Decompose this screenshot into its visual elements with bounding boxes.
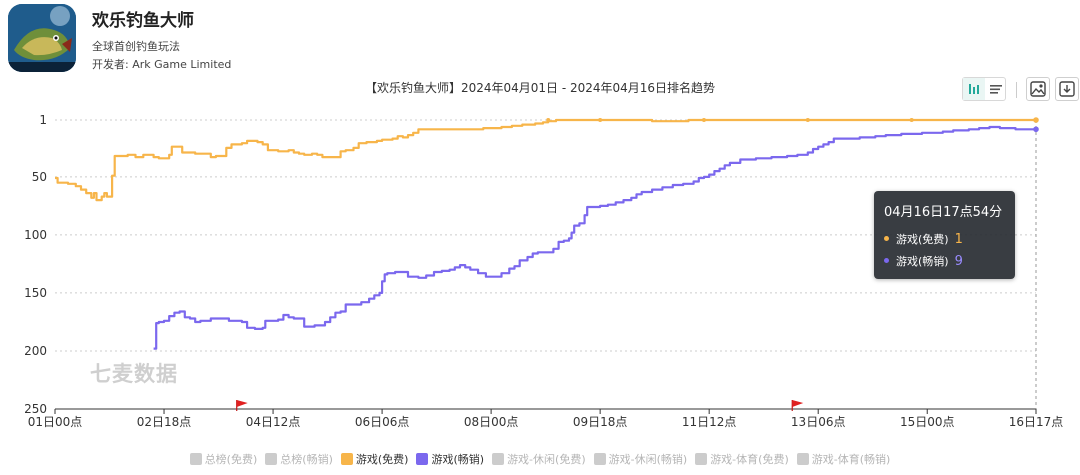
- y-tick-label: 150: [24, 286, 47, 300]
- dot-icon: [884, 236, 889, 241]
- legend-swatch: [492, 453, 505, 465]
- x-tick-label: 06日06点: [355, 415, 410, 429]
- developer-label: 开发者: Ark Game Limited: [92, 58, 232, 71]
- tooltip-label: 游戏(免费): [896, 233, 949, 246]
- legend-swatch: [796, 453, 809, 465]
- tooltip-value: 9: [954, 254, 963, 269]
- data-point: [805, 118, 810, 122]
- x-tick-label: 01日00点: [28, 415, 83, 429]
- x-tick-label: 13日06点: [791, 415, 846, 429]
- app-subtitle: 全球首创钓鱼玩法: [92, 40, 180, 53]
- legend-label: 总榜(免费): [204, 453, 258, 466]
- image-icon[interactable]: [1026, 77, 1050, 101]
- legend-label: 游戏-体育(畅销): [811, 453, 891, 466]
- series-line: [55, 118, 1036, 202]
- y-tick-label: 50: [32, 170, 47, 184]
- data-point: [909, 118, 914, 122]
- legend-item[interactable]: 游戏-体育(畅销): [796, 451, 891, 467]
- y-tick-label: 100: [24, 228, 47, 242]
- legend-swatch: [340, 453, 353, 465]
- bar-chart-icon[interactable]: [963, 78, 985, 100]
- series-end-point: [1033, 126, 1039, 133]
- legend-item[interactable]: 总榜(畅销): [265, 451, 333, 467]
- data-point: [701, 118, 706, 122]
- x-tick-label: 16日17点: [1009, 415, 1064, 429]
- chart-legend: 总榜(免费) 总榜(畅销) 游戏(免费) 游戏(畅销) 游戏-休闲(免费) 游戏-休闲(畅…: [0, 451, 1080, 467]
- x-tick-label: 09日18点: [573, 415, 628, 429]
- series-end-point: [1033, 117, 1039, 123]
- legend-item[interactable]: 游戏(畅销): [416, 451, 484, 467]
- chart-title: 【欢乐钓鱼大师】2024年04月01日 - 2024年04月16日排名趋势: [364, 81, 716, 95]
- x-tick-label: 04日12点: [246, 415, 301, 429]
- tooltip-row-free: 游戏(免费) 1: [884, 229, 1005, 251]
- dot-icon: [884, 258, 889, 263]
- view-toggle[interactable]: [962, 77, 1006, 101]
- list-icon[interactable]: [985, 78, 1007, 100]
- fish-app-icon: [8, 4, 76, 72]
- legend-item[interactable]: 游戏-休闲(畅销): [593, 451, 688, 467]
- data-point: [546, 118, 551, 122]
- y-tick-label: 250: [24, 402, 47, 416]
- legend-swatch: [189, 453, 202, 465]
- legend-swatch: [265, 453, 278, 465]
- chart-tooltip: 04月16日17点54分 游戏(免费) 1 游戏(畅销) 9: [874, 191, 1015, 279]
- legend-label: 总榜(畅销): [280, 453, 333, 466]
- tooltip-value: 1: [954, 232, 963, 247]
- legend-swatch: [695, 453, 708, 465]
- legend-label: 游戏-体育(免费): [710, 453, 789, 466]
- tooltip-time: 04月16日17点54分: [884, 205, 1003, 220]
- x-tick-label: 11日12点: [682, 415, 737, 429]
- watermark-text: 七麦数据: [90, 362, 178, 386]
- app-name: 欢乐钓鱼大师: [92, 11, 194, 31]
- legend-label: 游戏-休闲(免费): [507, 453, 586, 466]
- x-tick-label: 15日00点: [900, 415, 955, 429]
- toolbar-divider: [1016, 82, 1017, 98]
- series-line: [153, 125, 1036, 350]
- x-tick-label: 08日00点: [464, 415, 519, 429]
- y-tick-label: 200: [24, 344, 47, 358]
- legend-swatch: [416, 453, 429, 465]
- tooltip-label: 游戏(畅销): [896, 255, 949, 268]
- tooltip-row-grossing: 游戏(畅销) 9: [884, 251, 1005, 273]
- legend-item[interactable]: 总榜(免费): [189, 451, 258, 467]
- legend-label: 游戏(免费): [355, 453, 409, 466]
- legend-item[interactable]: 游戏-休闲(免费): [492, 451, 586, 467]
- legend-label: 游戏(畅销): [431, 453, 485, 466]
- legend-item[interactable]: 游戏-体育(免费): [695, 451, 789, 467]
- data-point: [598, 118, 603, 122]
- x-tick-label: 02日18点: [137, 415, 192, 429]
- flag-icon: [792, 400, 804, 407]
- flag-icon: [236, 400, 248, 407]
- legend-swatch: [593, 453, 606, 465]
- download-icon[interactable]: [1055, 77, 1079, 101]
- legend-item[interactable]: 游戏(免费): [340, 451, 409, 467]
- legend-label: 游戏-休闲(畅销): [608, 453, 688, 466]
- y-tick-label: 1: [39, 113, 47, 127]
